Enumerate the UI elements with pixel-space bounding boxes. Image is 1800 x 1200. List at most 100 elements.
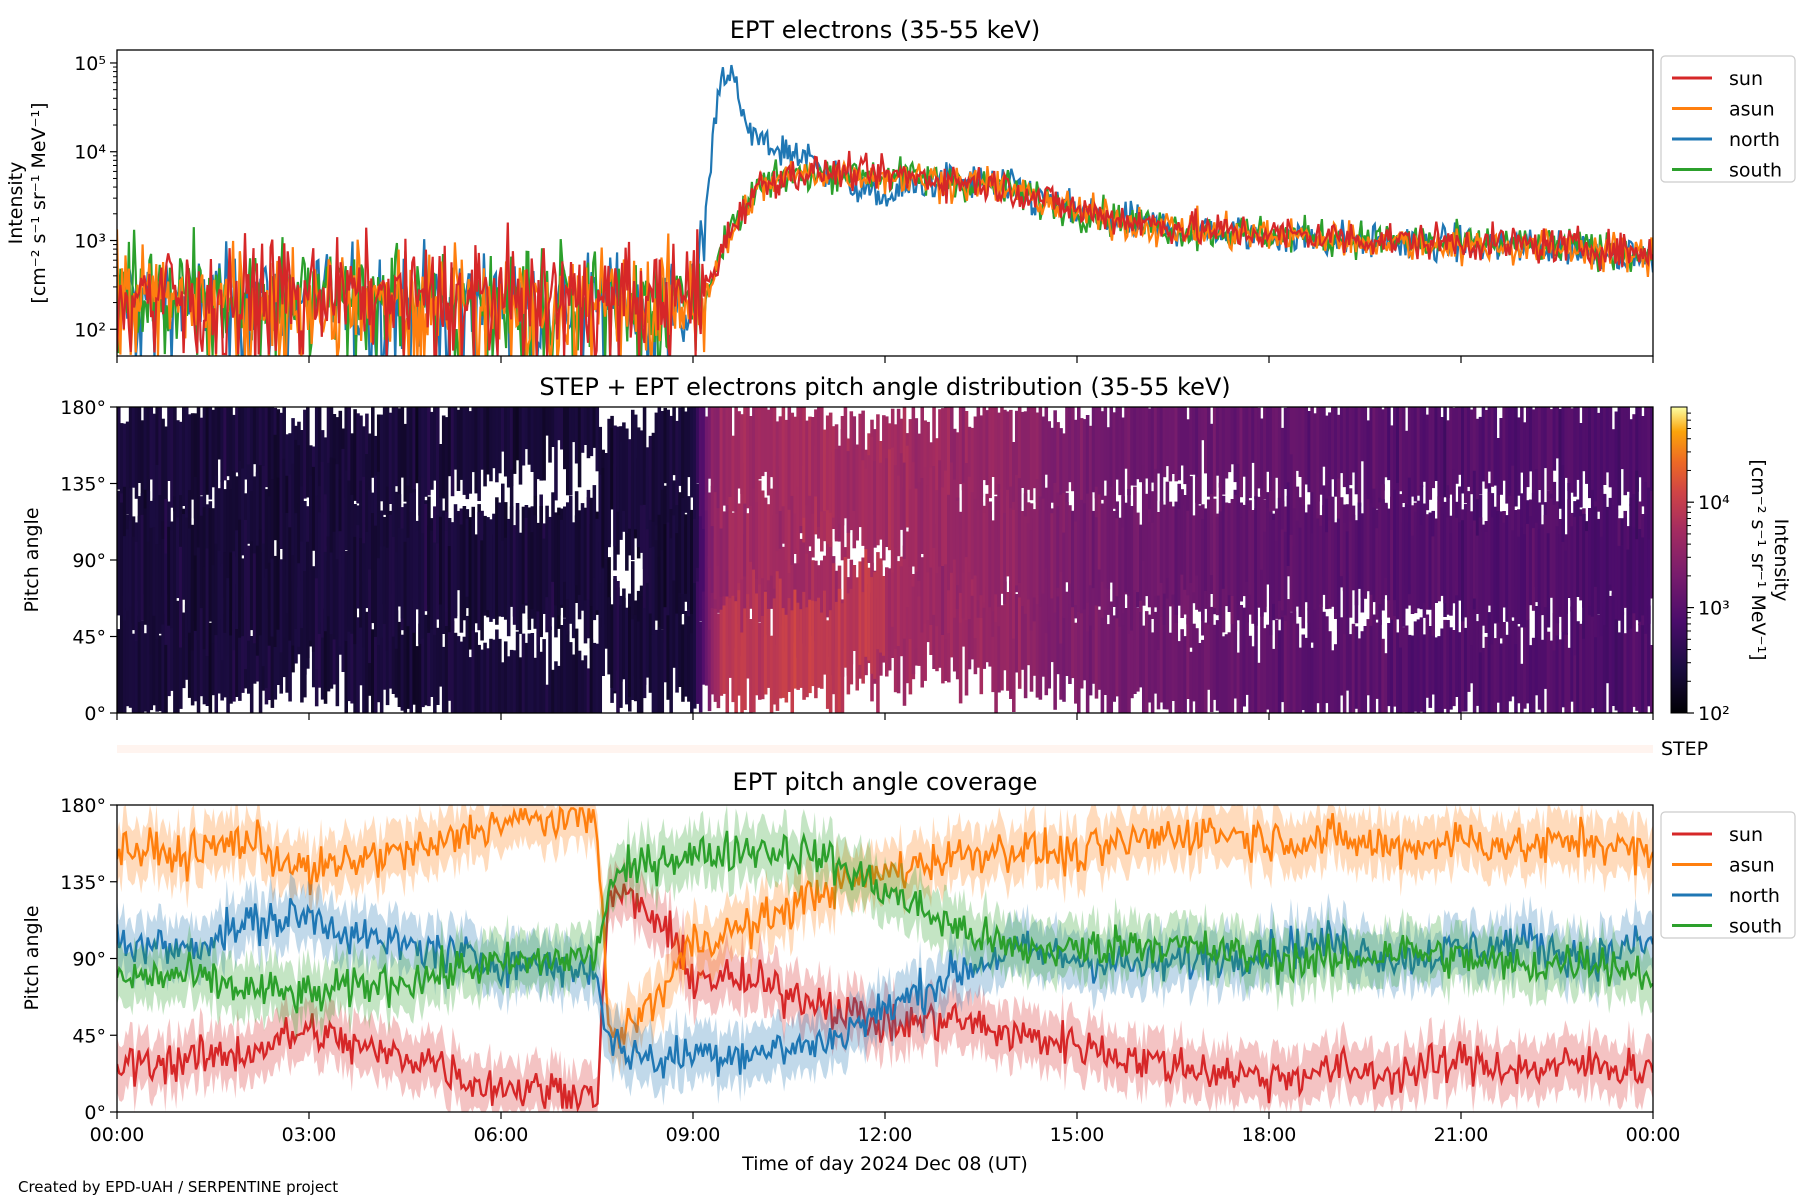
heatmap-cell [294, 513, 298, 629]
heatmap-cell [1555, 407, 1560, 459]
heatmap-cell [1393, 614, 1397, 707]
heatmap-cell [737, 548, 741, 624]
heatmap-cell [630, 561, 635, 677]
heatmap-cell [1269, 511, 1273, 636]
heatmap-cell [887, 568, 892, 651]
x-tick-label: 06:00 [474, 1124, 529, 1146]
heatmap-cell [690, 509, 694, 614]
heatmap-cell [462, 636, 467, 713]
heatmap-cell [1540, 639, 1545, 713]
heatmap-cell [896, 408, 901, 501]
heatmap-cell [276, 409, 281, 512]
heatmap-cell [988, 407, 992, 499]
heatmap-cell [447, 546, 452, 633]
heatmap-cell [1079, 575, 1084, 689]
heatmap-cell [817, 597, 821, 688]
heatmap-cell [238, 461, 242, 564]
heatmap-cell [146, 541, 151, 626]
heatmap-cell [252, 407, 257, 465]
heatmap-cell [834, 601, 839, 713]
heatmap-cell [539, 506, 543, 638]
heatmap-cell [861, 460, 865, 546]
heatmap-cell [997, 484, 1001, 607]
heatmap-cell [893, 465, 898, 548]
heatmap-cell [1381, 499, 1385, 611]
heatmap-cell [1071, 407, 1075, 492]
heatmap-cell [270, 599, 275, 708]
heatmap-cell [521, 407, 526, 466]
heatmap-cell [1248, 635, 1252, 713]
heatmap-cell [1599, 536, 1604, 637]
heatmap-cell [1455, 594, 1459, 697]
heatmap-cell [1419, 525, 1424, 608]
heatmap-cell [1354, 626, 1359, 709]
heatmap-cell [249, 541, 254, 631]
heatmap-cell [695, 407, 700, 484]
heatmap-cell [1558, 408, 1563, 509]
heatmap-cell [1183, 407, 1187, 485]
heatmap-cell [1133, 407, 1137, 486]
heatmap-cell [474, 407, 478, 494]
heatmap-cell [329, 583, 334, 689]
heatmap-cell [433, 584, 437, 713]
heatmap-cell [1298, 647, 1303, 713]
heatmap-cell [604, 453, 608, 554]
heatmap-cell [1271, 648, 1276, 713]
heatmap-cell [406, 485, 411, 586]
heatmap-cell [1139, 524, 1143, 601]
heatmap-cell [344, 470, 348, 551]
heatmap-cell [1209, 606, 1214, 713]
heatmap-cell [740, 539, 744, 657]
heatmap-cell [533, 407, 538, 497]
coverage-band-sun [117, 856, 1653, 1112]
heatmap-cell [1384, 407, 1388, 478]
heatmap-cell [1644, 515, 1648, 634]
heatmap-cell [690, 633, 694, 713]
heatmap-cell [1304, 512, 1308, 603]
heatmap-cell [356, 525, 360, 609]
heatmap-cell [867, 567, 871, 661]
heatmap-cell [1449, 407, 1453, 495]
heatmap-cell [1493, 506, 1498, 622]
heatmap-cell [1271, 519, 1276, 604]
heatmap-cell [604, 559, 608, 649]
heatmap-cell [548, 528, 552, 630]
heatmap-cell [961, 528, 966, 619]
heatmap-cell [932, 466, 936, 548]
heatmap-cell [515, 503, 520, 607]
heatmap-cell [568, 407, 573, 495]
heatmap-cell [438, 516, 443, 605]
heatmap-cell [1608, 407, 1613, 488]
heatmap-cell [799, 609, 803, 688]
heatmap-cell [1431, 536, 1436, 636]
heatmap-cell [232, 551, 236, 651]
x-tick-label: 00:00 [1626, 1124, 1681, 1146]
panel1-ylabel: Intensity [5, 162, 27, 245]
heatmap-cell [707, 555, 712, 666]
heatmap-cell [719, 609, 724, 696]
heatmap-cell [1481, 524, 1486, 626]
heatmap-cell [1396, 632, 1400, 713]
heatmap-cell [1201, 407, 1205, 441]
heatmap-cell [489, 407, 493, 482]
heatmap-cell [267, 407, 272, 500]
heatmap-cell [1570, 606, 1574, 702]
heatmap-cell [542, 538, 546, 614]
heatmap-cell [371, 629, 375, 713]
heatmap-cell [506, 407, 511, 488]
heatmap-cell [1481, 407, 1486, 482]
heatmap-cell [941, 555, 945, 635]
heatmap-cell [1478, 614, 1483, 713]
heatmap-cell [300, 612, 304, 703]
heatmap-cell [820, 407, 824, 512]
heatmap-cell [628, 606, 632, 698]
heatmap-cell [681, 624, 685, 702]
heatmap-cell [509, 649, 514, 713]
heatmap-cell [427, 407, 431, 496]
heatmap-cell [394, 407, 399, 487]
heatmap-cell [625, 607, 629, 705]
heatmap-cell [642, 407, 647, 505]
heatmap-cell [787, 598, 792, 692]
heatmap-cell [902, 407, 907, 488]
